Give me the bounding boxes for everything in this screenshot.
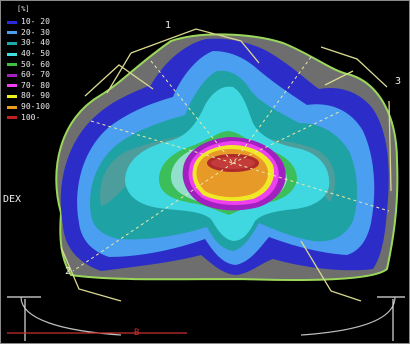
legend-label: 90-100 (21, 102, 50, 112)
beam-central-axes (72, 56, 390, 272)
legend-label: 60- 70 (21, 70, 50, 80)
beam-label-2: 2 (65, 266, 72, 277)
legend-label: 20- 30 (21, 27, 50, 37)
legend-item: 30- 40 (7, 38, 50, 49)
couch-lines (7, 296, 405, 341)
isodose-legend: 10- 20 20- 30 30- 40 40- 50 50- 60 60- 70 70- … (7, 17, 50, 123)
legend-item: 100- (7, 112, 50, 123)
side-label: DEX (3, 194, 22, 205)
legend-label: 30- 40 (21, 38, 50, 48)
legend-item: 50- 60 (7, 59, 50, 70)
legend-label: 40- 50 (21, 49, 50, 59)
legend-label: 70- 80 (21, 80, 50, 90)
legend-swatch (7, 94, 17, 98)
legend-label: 100- (21, 112, 41, 122)
legend-label: 10- 20 (21, 17, 50, 27)
beam-label-1: 1 (165, 20, 172, 31)
legend-swatch (7, 63, 17, 67)
legend-swatch (7, 41, 17, 45)
beam-outlines (60, 28, 392, 302)
beam-label-3: 3 (395, 76, 402, 87)
legend-item: 80- 90 (7, 91, 50, 102)
legend-swatch (7, 116, 17, 120)
legend-item: 10- 20 (7, 17, 50, 28)
legend-swatch (7, 105, 17, 109)
legend-swatch (7, 73, 17, 77)
legend-swatch (7, 84, 17, 88)
couch-label: B (134, 328, 140, 338)
legend-item: 70- 80 (7, 81, 50, 92)
legend-item: 90-100 (7, 102, 50, 113)
legend-item: 60- 70 (7, 70, 50, 81)
legend-unit-label: [%] (17, 5, 30, 13)
legend-label: 50- 60 (21, 59, 50, 69)
legend-item: 20- 30 (7, 28, 50, 39)
legend-swatch (7, 52, 17, 56)
legend-item: 40- 50 (7, 49, 50, 60)
legend-swatch (7, 20, 17, 24)
legend-swatch (7, 31, 17, 35)
legend-label: 80- 90 (21, 91, 50, 101)
